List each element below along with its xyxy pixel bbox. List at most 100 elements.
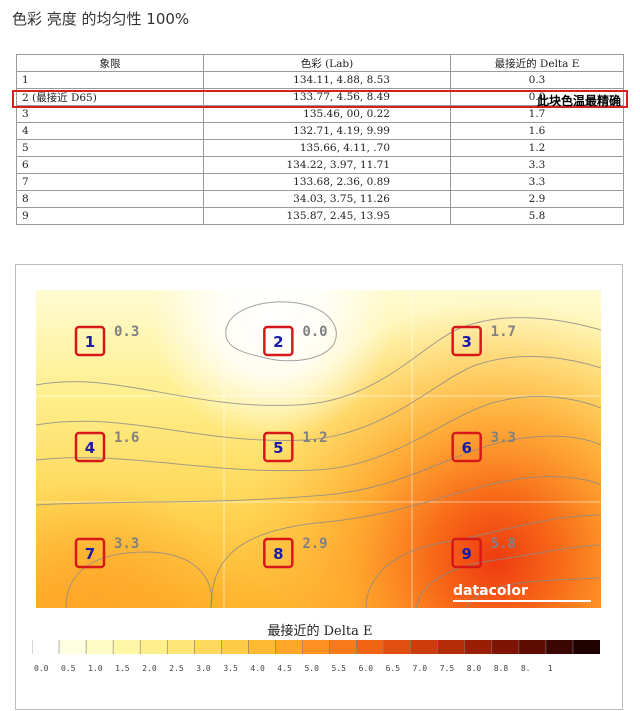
delta-e-cell: 1.6 (450, 122, 624, 140)
header-lab: 色彩 (Lab) (203, 54, 451, 72)
legend-tick-label: 2.0 (142, 664, 157, 673)
legend-swatch (518, 640, 547, 654)
legend-swatch (194, 640, 222, 654)
delta-e-cell: 5.8 (450, 207, 624, 225)
table-row: 5 135.66, 4.11, .70 1.2 (16, 139, 624, 157)
annotation-text: 此块色温最精确 (537, 94, 622, 108)
table-row: 4 132.71, 4.19, 9.99 1.6 (16, 122, 624, 140)
legend-swatch (32, 640, 60, 654)
legend-tick-label: 7.5 (440, 664, 455, 673)
legend-swatch (383, 640, 412, 654)
quadrant-cell: 9 (16, 207, 204, 225)
legend-swatch (302, 640, 331, 654)
quadrant-box (451, 431, 482, 463)
table-row: 8 34.03, 3.75, 11.26 2.9 (16, 190, 624, 208)
legend-swatch (248, 640, 276, 654)
legend-tick-label: 1.0 (88, 664, 103, 673)
legend-swatch (167, 640, 195, 654)
lab-cell: 135.66, 4.11, .70 (203, 139, 451, 157)
delta-e-value: 1.2 (302, 430, 327, 446)
legend-tick-label: 3.5 (223, 664, 238, 673)
datacolor-logo: datacolor (453, 583, 528, 599)
lab-cell: 34.03, 3.75, 11.26 (203, 190, 451, 208)
legend-tick-label: 6.0 (359, 664, 374, 673)
heatmap-white-zone (36, 290, 601, 608)
legend-tick-label: 5.5 (332, 664, 347, 673)
delta-e-value: 1.6 (114, 430, 139, 446)
legend-tick-label: 2.5 (169, 664, 184, 673)
legend-swatch (464, 640, 493, 654)
table-row: 3 135.46, 00, 0.22 1.7 (16, 105, 624, 123)
quadrant-number: 1 (85, 333, 95, 351)
legend-swatch (491, 640, 520, 654)
legend-swatch (329, 640, 358, 654)
table-row: 2 (最接近 D65) 133.77, 4.56, 8.49 0.0 (16, 88, 624, 106)
legend-swatch (86, 640, 114, 654)
quadrant-box (74, 325, 106, 357)
delta-e-cell: 2.9 (450, 190, 624, 208)
quadrant-box (74, 537, 106, 569)
legend-tick-label: 8.0 (467, 664, 482, 673)
legend-tick-label: 1 (548, 664, 553, 673)
delta-e-cell: 1.2 (450, 139, 624, 157)
legend-tick-label: 5.0 (304, 664, 319, 673)
legend-color-bar (32, 640, 600, 654)
quadrant-cell: 3 (16, 105, 204, 123)
logo-underline (453, 600, 591, 602)
quadrant-number: 6 (461, 439, 471, 457)
delta-e-value: 1.7 (491, 324, 516, 340)
legend-tick-label: 0.5 (61, 664, 76, 673)
table-row: 9 135.87, 2.45, 13.95 5.8 (16, 207, 624, 225)
legend-tick-label: 0.0 (34, 664, 49, 673)
contour-lines (36, 301, 601, 608)
uniformity-heatmap: 1 0.3 2 0.0 3 1.7 4 1.6 5 1.2 6 3.3 7 3.3 8 2.9 9 5.8 (36, 290, 601, 608)
quadrant-box (263, 537, 294, 569)
lab-cell: 134.11, 4.88, 8.53 (203, 71, 451, 89)
legend-tick-label: 1.5 (115, 664, 130, 673)
quadrant-number: 3 (461, 333, 471, 351)
legend-tick-label: 8. (521, 664, 531, 673)
legend-tick-label: 3.0 (196, 664, 211, 673)
legend-tick-label: 7.0 (413, 664, 428, 673)
uniformity-table: 象限 色彩 (Lab) 最接近的 Delta E 1 134.11, 4.88, … (16, 54, 624, 225)
table-row: 6 134.22, 3.97, 11.71 3.3 (16, 156, 624, 174)
quadrant-cell: 8 (16, 190, 204, 208)
delta-e-value: 0.3 (114, 324, 139, 340)
legend-tick-label: 4.0 (250, 664, 265, 673)
quadrant-box (263, 325, 294, 357)
legend-swatch (140, 640, 168, 654)
table-row: 1 134.11, 4.88, 8.53 0.3 (16, 71, 624, 89)
table-row: 7 133.68, 2.36, 0.89 3.3 (16, 173, 624, 191)
quadrant-cell: 1 (16, 71, 204, 89)
legend-tick-labels: 0.0 0.5 1.0 1.5 2.0 2.5 3.0 3.5 4.0 4.5 5.0 5.5 6.0 6… (34, 664, 553, 673)
quadrant-cell: 6 (16, 156, 204, 174)
quadrant-number: 7 (85, 545, 95, 563)
delta-e-cell: 0.3 (450, 71, 624, 89)
quadrant-box (451, 537, 482, 569)
quadrant-box (263, 431, 294, 463)
legend-title: 最接近的 Delta E (267, 624, 373, 639)
delta-e-value: 5.8 (491, 536, 516, 552)
header-quadrant: 象限 (16, 54, 204, 72)
lab-cell: 133.77, 4.56, 8.49 (203, 88, 451, 106)
quadrant-box (74, 431, 106, 463)
lab-cell: 135.87, 2.45, 13.95 (203, 207, 451, 225)
legend-swatch (113, 640, 141, 654)
delta-e-value: 0.0 (302, 324, 327, 340)
legend-swatch (221, 640, 249, 654)
quadrant-number: 2 (273, 333, 283, 351)
quadrant-cell: 7 (16, 173, 204, 191)
legend-swatch (59, 640, 87, 654)
quadrant-cell: 5 (16, 139, 204, 157)
table-header-row: 象限 色彩 (Lab) 最接近的 Delta E (16, 54, 624, 72)
legend-swatch (275, 640, 303, 654)
quadrant-cell: 2 (最接近 D65) (16, 88, 204, 106)
delta-e-value: 3.3 (491, 430, 516, 446)
legend-swatch (356, 640, 385, 654)
header-delta-e: 最接近的 Delta E (450, 54, 624, 72)
delta-e-cell: 3.3 (450, 156, 624, 174)
legend-swatch (437, 640, 466, 654)
delta-e-value: 2.9 (302, 536, 327, 552)
quadrant-number: 9 (461, 545, 471, 563)
lab-cell: 133.68, 2.36, 0.89 (203, 173, 451, 191)
